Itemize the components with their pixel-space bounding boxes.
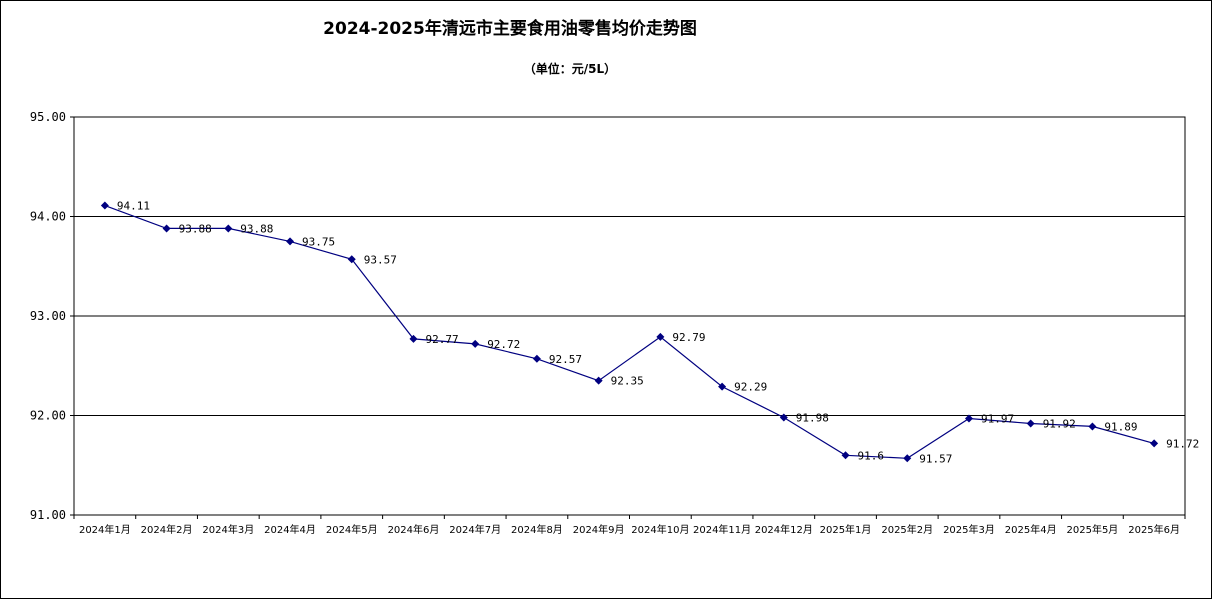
data-point-15 (1026, 419, 1035, 428)
data-point-13 (903, 454, 912, 463)
data-label-3: 93.75 (302, 235, 335, 248)
y-tick-label-0: 91.00 (30, 508, 66, 522)
data-point-3 (286, 237, 295, 246)
data-point-12 (841, 451, 850, 460)
data-label-10: 92.29 (734, 381, 767, 394)
data-label-9: 92.79 (672, 331, 705, 344)
data-point-0 (100, 201, 109, 210)
x-tick-label-7: 2024年8月 (511, 523, 563, 536)
x-tick-label-6: 2024年7月 (449, 523, 501, 536)
data-label-2: 93.88 (240, 222, 273, 235)
data-point-7 (532, 354, 541, 363)
data-point-11 (779, 413, 788, 422)
data-label-4: 93.57 (364, 253, 397, 266)
data-label-5: 92.77 (425, 333, 458, 346)
y-tick-label-1: 92.00 (30, 409, 66, 423)
x-tick-label-10: 2024年11月 (693, 523, 751, 536)
x-tick-label-4: 2024年5月 (326, 523, 378, 536)
data-label-12: 91.6 (858, 449, 885, 462)
data-label-8: 92.35 (611, 375, 644, 388)
chart-title: 2024-2025年清远市主要食用油零售均价走势图 (323, 19, 697, 39)
data-point-16 (1088, 422, 1097, 431)
data-label-11: 91.98 (796, 411, 829, 424)
x-tick-label-12: 2025年1月 (820, 523, 872, 536)
series-line-0 (104, 205, 1155, 459)
data-point-4 (347, 255, 356, 264)
y-tick-label-3: 94.00 (30, 210, 66, 224)
data-point-9 (656, 332, 665, 341)
x-tick-label-1: 2024年2月 (141, 523, 193, 536)
data-label-14: 91.97 (981, 412, 1014, 425)
data-label-1: 93.88 (179, 222, 212, 235)
data-label-15: 91.92 (1043, 417, 1076, 430)
data-point-1 (162, 224, 171, 233)
data-label-17: 91.72 (1166, 437, 1199, 450)
x-tick-label-11: 2024年12月 (755, 523, 813, 536)
data-point-14 (964, 414, 973, 423)
x-tick-label-13: 2025年2月 (881, 523, 933, 536)
x-tick-label-2: 2024年3月 (202, 523, 254, 536)
data-point-17 (1150, 439, 1159, 448)
x-tick-label-14: 2025年3月 (943, 523, 995, 536)
data-point-6 (471, 339, 480, 348)
y-tick-label-4: 95.00 (30, 110, 66, 124)
chart-unit-subtitle: （单位：元/5L） (523, 62, 617, 76)
x-tick-label-0: 2024年1月 (79, 523, 131, 536)
data-point-10 (718, 382, 727, 391)
data-label-16: 91.89 (1104, 420, 1137, 433)
x-tick-label-17: 2025年6月 (1128, 523, 1180, 536)
data-point-5 (409, 334, 418, 343)
x-tick-label-15: 2025年4月 (1005, 523, 1057, 536)
data-point-2 (224, 224, 233, 233)
x-tick-label-5: 2024年6月 (388, 523, 440, 536)
data-label-13: 91.57 (919, 452, 952, 465)
data-point-8 (594, 376, 603, 385)
x-tick-label-3: 2024年4月 (264, 523, 316, 536)
x-tick-label-16: 2025年5月 (1067, 523, 1119, 536)
x-tick-label-8: 2024年9月 (573, 523, 625, 536)
x-tick-label-9: 2024年10月 (631, 523, 689, 536)
data-label-7: 92.57 (549, 353, 582, 366)
y-tick-label-2: 93.00 (30, 309, 66, 323)
data-label-6: 92.72 (487, 338, 520, 351)
data-label-0: 94.11 (117, 200, 150, 213)
